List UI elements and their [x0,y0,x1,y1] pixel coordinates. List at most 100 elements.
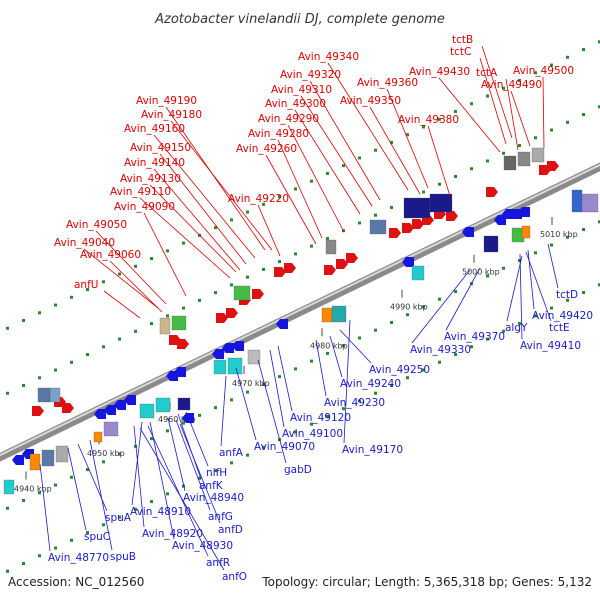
leader-line [369,106,421,195]
track-dot [38,554,41,558]
leader-line [95,230,167,305]
gene-label-reverse: anfR [206,557,230,569]
track-dot [262,445,265,449]
leader-line [149,421,175,540]
gene-block [429,193,453,213]
gene-block [247,349,261,365]
leader-line [300,95,373,207]
gene-block [331,305,347,323]
leader-line [257,359,287,464]
scale-label: 4970 kbp [232,379,270,388]
track-dot [294,430,297,434]
gene-label-forward: Avin_49060 [80,249,141,261]
track-dot [118,272,121,276]
gene-label-reverse: tctE [549,322,570,334]
track-dot [230,218,233,222]
gene-label-forward: Avin_49140 [124,157,185,169]
track-dot [54,546,57,550]
reverse-gene-arrow [402,257,414,267]
track-dot [582,228,585,232]
forward-gene-arrow [402,223,414,233]
track-dot [86,468,89,472]
track-dot [550,128,553,132]
gene-label-forward: Avin_49380 [398,114,459,126]
forward-gene-arrow [346,253,358,263]
gene-label-reverse: Avin_48920 [142,528,203,540]
gene-label-forward: anfU [74,279,98,291]
track-dot [470,167,473,171]
track-dot [22,384,25,388]
gene-block [233,285,251,301]
gene-label-reverse: Avin_49420 [532,310,593,322]
track-dot [54,483,57,487]
reverse-gene-arrow [462,227,474,237]
track-dot [166,249,169,253]
leader-line [109,260,163,313]
gene-label-reverse: anfO [222,571,247,583]
gene-block [213,359,227,375]
track-dot [118,337,121,341]
track-dot [310,359,313,363]
reverse-gene-arrow [222,343,234,353]
track-dot [166,492,169,496]
scale-label: 4940 kbp [14,485,52,494]
gene-label-reverse: spuC [84,531,110,543]
track-dot [438,297,441,301]
track-dot [566,55,569,59]
gene-label-reverse: spuA [105,512,132,524]
gene-block [581,193,599,213]
track-dot [182,421,185,425]
track-dot [374,213,377,217]
track-dot [326,171,329,175]
forward-gene-arrow [216,313,228,323]
track-dot [438,360,441,364]
track-dot [182,241,185,245]
gene-block [521,225,531,239]
gene-label-forward: Avin_49290 [258,113,319,125]
track-dot [6,391,9,395]
forward-gene-arrow [336,259,348,269]
gene-block [155,397,171,413]
track-dot [358,156,361,160]
gene-label-forward: Avin_49160 [124,123,185,135]
track-dot [246,390,249,394]
gene-label-reverse: Avin_49250 [369,364,430,376]
track-dot [534,314,537,318]
track-dot [486,159,489,163]
track-dot [294,252,297,256]
gene-block [483,235,499,253]
track-dot [550,63,553,67]
scale-label: 4960 kbp [158,415,196,424]
gene-label-reverse: Avin_49370 [444,331,505,343]
reverse-gene-arrow [182,413,194,423]
gene-label-reverse: Avin_48770 [48,552,109,564]
track-dot [582,291,585,295]
gene-label-reverse: Avin_48930 [172,540,233,552]
track-dot [278,260,281,264]
track-dot [262,202,265,206]
gene-label-reverse: Avin_48910 [130,506,191,518]
leader-line [339,329,372,364]
track-dot [134,507,137,511]
leader-line [257,204,281,257]
gene-label-forward: Avin_49260 [236,143,297,155]
gene-label-reverse: anfA [219,447,244,459]
reverse-gene-arrow [174,367,186,377]
leader-line [269,349,285,428]
leader-line [149,184,237,273]
track-dot [150,500,153,504]
leader-line [170,120,273,251]
track-dot [182,306,185,310]
leader-line [277,139,323,239]
leader-line [185,411,209,467]
track-dot [166,429,169,433]
track-dot [518,259,521,263]
track-dot [390,140,393,144]
track-dot [102,460,105,464]
track-dot [390,205,393,209]
gene-label-forward: Avin_49300 [265,98,326,110]
leader-line [179,423,221,524]
track-dot [598,220,600,224]
reverse-gene-arrow [276,319,288,329]
gene-label-reverse: Avin_49330 [410,344,471,356]
